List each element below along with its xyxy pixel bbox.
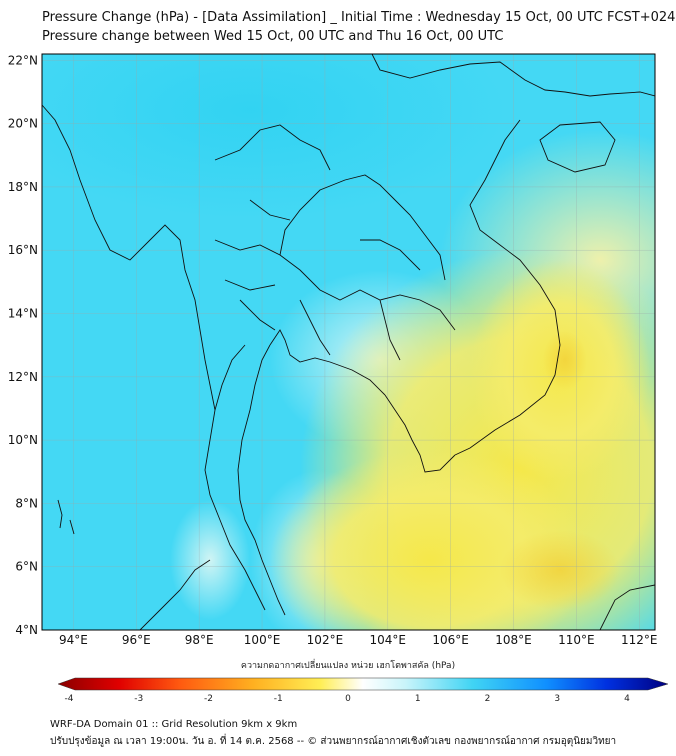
- lat-tick-label: 6°N: [15, 560, 38, 574]
- lon-tick-label: 94°E: [59, 633, 88, 647]
- colorbar-tick-label: 4: [624, 694, 630, 704]
- map-frame: [41, 53, 656, 631]
- colorbar-tick-label: -4: [65, 694, 74, 704]
- lat-tick-label: 18°N: [8, 180, 38, 194]
- lat-tick-label: 10°N: [8, 433, 38, 447]
- map-axes: 94°E 96°E 98°E 100°E 102°E 104°E 106°E 108°E 110…: [8, 53, 658, 647]
- lon-tick-label: 110°E: [558, 633, 595, 647]
- lon-tick-label: 106°E: [432, 633, 469, 647]
- lat-tick-label: 12°N: [8, 370, 38, 384]
- pressure-change-map: [42, 54, 655, 630]
- pressure-field: [42, 54, 655, 630]
- footer-credit: ปรับปรุงข้อมูล ณ เวลา 19:00น. วัน อ. ที่…: [50, 736, 617, 747]
- chart-title: Pressure Change (hPa) - [Data Assimilati…: [42, 10, 676, 25]
- colorbar-tick-label: 3: [554, 694, 560, 704]
- footer-domain: WRF-DA Domain 01 :: Grid Resolution 9km …: [50, 719, 298, 730]
- lat-tick-label: 20°N: [8, 117, 38, 131]
- lon-tick-label: 98°E: [185, 633, 214, 647]
- colorbar-bar: [57, 677, 669, 691]
- lon-tick-label: 96°E: [122, 633, 151, 647]
- graticule: [42, 54, 655, 630]
- lat-tick-label: 22°N: [8, 53, 38, 67]
- lon-tick-label: 102°E: [307, 633, 344, 647]
- lat-tick-label: 16°N: [8, 243, 38, 257]
- colorbar-tick-label: 1: [415, 694, 421, 704]
- colorbar-tick-label: -1: [274, 694, 283, 704]
- coastline-borders: [42, 54, 655, 630]
- colorbar-tick-label: -3: [134, 694, 143, 704]
- lat-tick-label: 8°N: [15, 496, 38, 510]
- lat-tick-label: 14°N: [8, 307, 38, 321]
- lat-tick-label: 4°N: [15, 623, 38, 637]
- colorbar-tick-label: 0: [345, 694, 351, 704]
- lon-tick-label: 100°E: [244, 633, 281, 647]
- lon-tick-label: 104°E: [370, 633, 407, 647]
- lon-tick-label: 112°E: [621, 633, 658, 647]
- colorbar: ความกดอากาศเปลี่ยนแปลง หน่วย เฮกโตพาสคัล…: [57, 658, 669, 704]
- lon-tick-label: 108°E: [495, 633, 532, 647]
- chart-subtitle: Pressure change between Wed 15 Oct, 00 U…: [42, 29, 504, 44]
- colorbar-tick-label: 2: [485, 694, 491, 704]
- colorbar-label: ความกดอากาศเปลี่ยนแปลง หน่วย เฮกโตพาสคัล…: [241, 658, 455, 671]
- colorbar-tick-label: -2: [204, 694, 213, 704]
